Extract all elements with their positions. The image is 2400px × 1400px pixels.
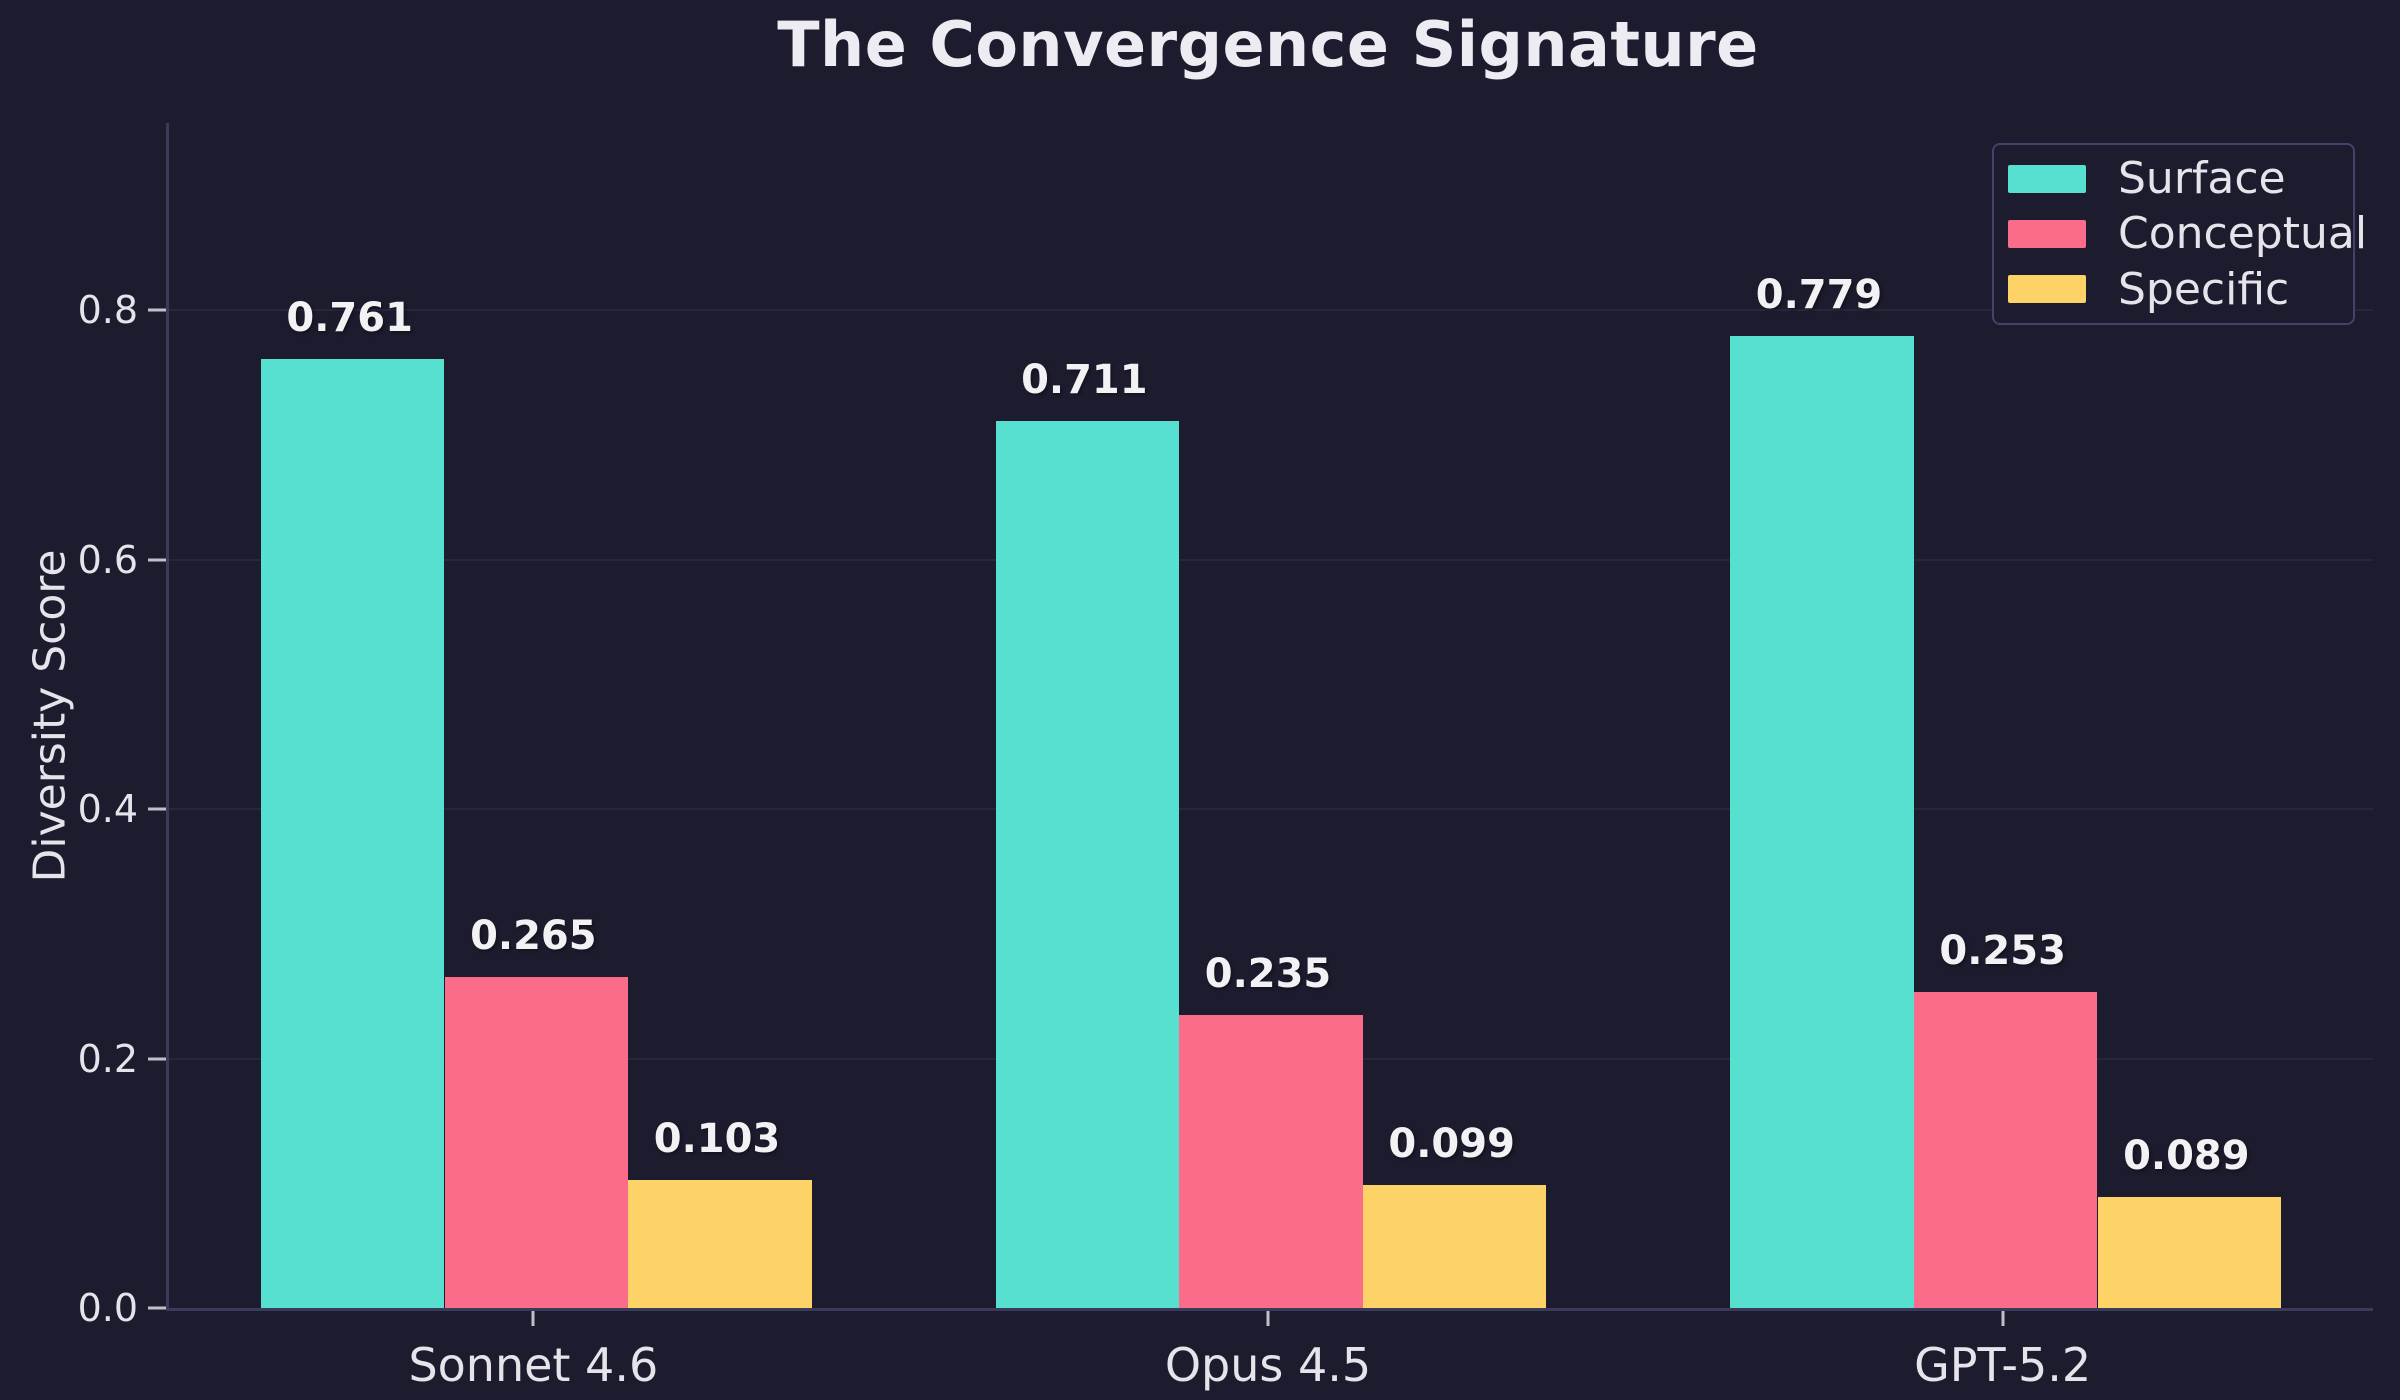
value-label-conceptual-opus-4-5: 0.235 — [1204, 950, 1332, 997]
gridline-0.6 — [169, 558, 2373, 561]
y-tick-mark-0.6 — [148, 558, 166, 562]
legend-swatch-conceptual — [2008, 219, 2086, 248]
bar-surface-opus-4-5 — [995, 421, 1180, 1308]
x-tick-label-sonnet-4-6: Sonnet 4.6 — [408, 1338, 659, 1392]
x-tick-mark-opus-4-5 — [1266, 1311, 1270, 1326]
legend-item-specific: Specific — [1994, 262, 2353, 316]
legend-swatch-specific — [2008, 275, 2086, 304]
x-tick-mark-sonnet-4-6 — [531, 1311, 535, 1326]
y-tick-mark-0.0 — [148, 1306, 166, 1310]
legend-label-conceptual: Conceptual — [2118, 208, 2368, 260]
y-tick-mark-0.8 — [148, 308, 166, 312]
x-tick-label-gpt-5-2: GPT-5.2 — [1914, 1338, 2092, 1392]
bar-specific-sonnet-4-6 — [628, 1179, 812, 1308]
value-label-specific-opus-4-5: 0.099 — [1388, 1120, 1515, 1167]
y-tick-label-0.8: 0.8 — [77, 288, 138, 333]
legend-label-specific: Specific — [2118, 263, 2290, 315]
bar-conceptual-sonnet-4-6 — [444, 977, 629, 1308]
value-label-specific-gpt-5-2: 0.089 — [2123, 1132, 2250, 1179]
legend: Surface Conceptual Specific — [1992, 143, 2367, 325]
bar-conceptual-opus-4-5 — [1179, 1014, 1363, 1308]
legend-item-conceptual: Conceptual — [1994, 207, 2367, 261]
y-tick-label-0.4: 0.4 — [77, 787, 138, 832]
value-label-conceptual-gpt-5-2: 0.253 — [1939, 928, 2066, 975]
value-label-conceptual-sonnet-4-6: 0.265 — [470, 913, 597, 960]
x-tick-mark-gpt-5-2 — [2001, 1311, 2005, 1326]
gridline-0.8 — [169, 309, 2373, 312]
y-tick-mark-0.4 — [148, 807, 166, 811]
bar-specific-gpt-5-2 — [2097, 1196, 2282, 1308]
y-tick-label-0.2: 0.2 — [77, 1036, 138, 1081]
value-label-surface-opus-4-5: 0.711 — [1021, 357, 1148, 404]
y-axis-label: Diversity Score — [24, 549, 76, 883]
legend-item-surface: Surface — [1994, 152, 2353, 206]
chart-title: The Convergence Signature — [777, 8, 1759, 81]
bar-specific-opus-4-5 — [1362, 1184, 1547, 1308]
y-tick-mark-0.2 — [148, 1057, 166, 1061]
bar-surface-sonnet-4-6 — [260, 358, 445, 1308]
gridline-0.4 — [169, 808, 2373, 811]
legend-swatch-surface — [2008, 164, 2086, 193]
x-tick-label-opus-4-5: Opus 4.5 — [1164, 1338, 1372, 1392]
value-label-specific-sonnet-4-6: 0.103 — [653, 1115, 781, 1162]
value-label-surface-sonnet-4-6: 0.761 — [286, 294, 413, 341]
y-tick-label-0.6: 0.6 — [77, 537, 138, 582]
y-tick-label-0.0: 0.0 — [77, 1286, 138, 1330]
value-label-surface-gpt-5-2: 0.779 — [1755, 272, 1883, 319]
bar-surface-gpt-5-2 — [1730, 336, 1914, 1308]
legend-label-surface: Surface — [2118, 153, 2286, 205]
plot-area — [166, 123, 2373, 1311]
bar-conceptual-gpt-5-2 — [1913, 992, 2098, 1308]
